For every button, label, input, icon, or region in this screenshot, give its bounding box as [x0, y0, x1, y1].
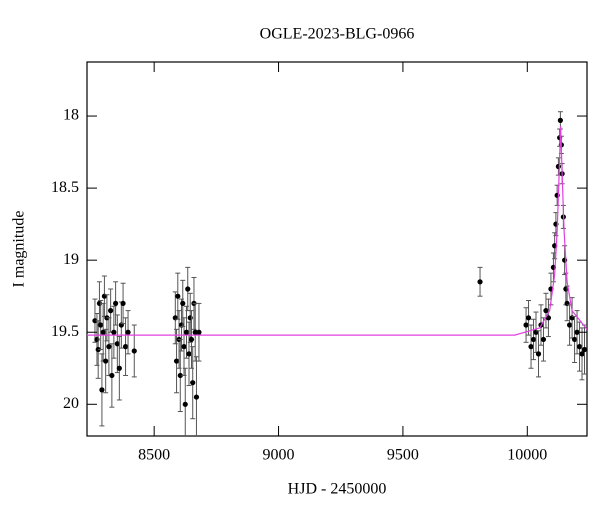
x-tick-label: 10000	[507, 447, 547, 464]
data-point	[579, 351, 585, 357]
data-point	[181, 344, 187, 350]
y-tick-label: 20	[63, 395, 79, 412]
data-point	[175, 293, 181, 299]
data-point	[192, 329, 198, 335]
data-point	[94, 336, 100, 343]
data-point	[120, 300, 126, 307]
data-point	[182, 401, 188, 407]
data-point	[116, 365, 122, 371]
data-point	[186, 351, 192, 357]
data-point	[180, 300, 186, 307]
data-point	[557, 117, 563, 123]
data-point	[109, 372, 115, 379]
data-point	[99, 387, 105, 393]
data-point	[190, 380, 196, 386]
data-point	[545, 315, 552, 321]
y-tick-label: 19.5	[51, 323, 79, 340]
data-point	[530, 336, 537, 343]
x-tick-label: 8500	[138, 447, 170, 464]
x-tick-label: 9500	[387, 447, 419, 464]
data-point	[173, 358, 180, 364]
data-point	[185, 286, 191, 292]
data-point	[543, 308, 549, 314]
data-point	[525, 315, 532, 321]
data-point	[576, 344, 583, 350]
chart-title: OGLE-2023-BLG-0966	[260, 26, 415, 43]
data-point	[114, 341, 120, 347]
data-point	[111, 329, 117, 335]
y-axis-label: I magnitude	[11, 211, 28, 288]
data-point	[535, 351, 542, 357]
y-tick-label: 18	[63, 107, 79, 124]
data-point	[92, 318, 98, 324]
data-point	[106, 344, 112, 350]
data-point	[108, 308, 114, 314]
x-axis-label: HJD - 2450000	[288, 481, 387, 498]
data-point	[528, 344, 534, 350]
y-tick-label: 18.5	[51, 179, 79, 196]
model-curve	[87, 126, 587, 336]
data-point	[188, 336, 195, 343]
data-point	[113, 300, 119, 307]
data-point	[477, 279, 483, 285]
data-point	[100, 329, 106, 335]
plot-frame	[86, 61, 588, 437]
data-point	[125, 329, 131, 335]
data-point	[98, 322, 104, 328]
data-point	[131, 348, 137, 354]
plot-area	[87, 111, 587, 436]
data-point	[566, 322, 573, 328]
data-point	[177, 372, 183, 379]
data-point	[122, 344, 129, 350]
data-point	[196, 329, 202, 335]
data-point	[103, 358, 109, 364]
data-point	[523, 322, 529, 328]
data-point	[540, 336, 547, 343]
data-point	[183, 329, 190, 335]
data-point	[187, 315, 193, 321]
data-point	[581, 346, 587, 353]
y-tick-label: 19	[63, 251, 79, 268]
data-point	[193, 394, 200, 400]
x-tick-label: 9000	[263, 447, 295, 464]
data-point	[555, 163, 561, 170]
data-point	[571, 336, 578, 343]
